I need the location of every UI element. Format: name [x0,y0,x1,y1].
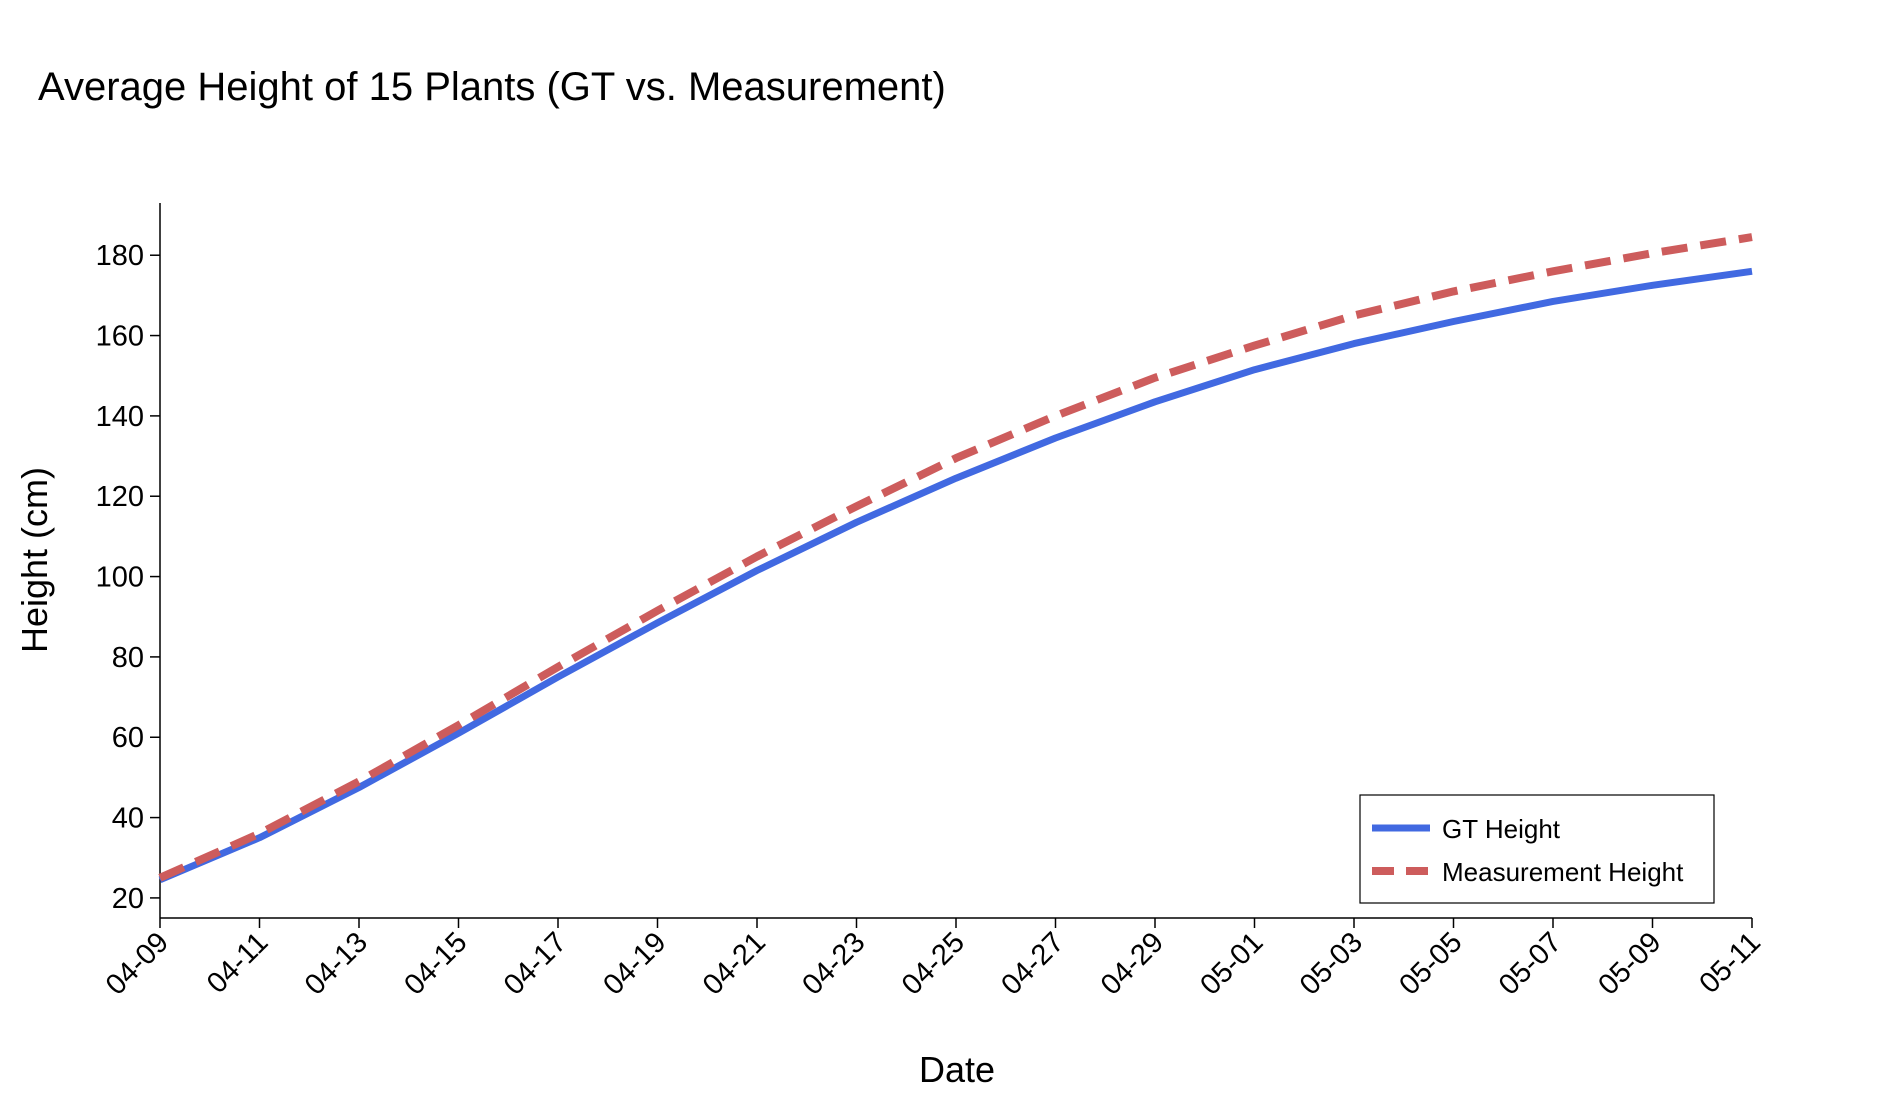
data-point [457,731,461,735]
x-tick-label: 04-27 [995,926,1070,1001]
legend-label: GT Height [1442,814,1561,844]
x-tick-label: 04-15 [398,926,473,1001]
data-point [1054,414,1058,418]
x-tick-label: 05-11 [1693,926,1767,1000]
y-tick-label: 160 [96,321,144,353]
data-point [1352,313,1356,317]
data-point [556,665,560,669]
data-point [1054,436,1058,440]
data-point [954,476,958,480]
data-point [656,609,660,613]
y-tick-label: 180 [96,240,144,272]
data-point [1352,342,1356,346]
y-tick-label: 100 [96,562,144,594]
chart-title: Average Height of 15 Plants (GT vs. Meas… [38,65,946,109]
data-point [1651,283,1655,287]
y-tick-label: 140 [96,401,144,433]
data-point [1750,269,1754,273]
x-tick-label: 05-01 [1194,926,1269,1001]
x-tick-label: 04-17 [498,926,573,1001]
y-tick-label: 40 [112,803,144,835]
data-point [1153,400,1157,404]
data-point [457,723,461,727]
x-tick-label: 05-07 [1493,926,1568,1001]
data-point [556,675,560,679]
x-tick-label: 05-09 [1592,926,1667,1001]
data-point [258,836,262,840]
series-layer [158,235,1754,882]
data-point [656,621,660,625]
x-tick-label: 04-11 [201,926,275,1000]
legend-label: Measurement Height [1442,857,1684,887]
y-tick-label: 80 [112,642,144,674]
data-point [1253,344,1257,348]
x-tick-label: 04-25 [896,926,971,1001]
y-tick-label: 20 [112,883,144,915]
x-tick-label: 04-09 [100,926,175,1001]
x-tick-label: 04-23 [796,926,871,1001]
data-point [1452,319,1456,323]
data-point [1153,376,1157,380]
series-line-measurement-height [160,237,1752,878]
data-point [755,554,759,558]
data-point [1551,269,1555,273]
x-tick-label: 04-29 [1095,926,1170,1001]
y-tick-label: 120 [96,481,144,513]
data-point [158,876,162,880]
data-point [1551,299,1555,303]
data-point [855,504,859,508]
data-point [1651,251,1655,255]
x-tick-label: 04-21 [697,926,772,1001]
data-point [258,832,262,836]
data-point [1750,235,1754,239]
x-axis-label: Date [919,1049,995,1090]
y-tick-label: 60 [112,722,144,754]
y-axis-label: Height (cm) [14,467,55,653]
x-tick-label: 04-13 [299,926,374,1001]
x-tick-label: 05-05 [1393,926,1468,1001]
data-point [855,520,859,524]
data-point [954,456,958,460]
data-point [357,779,361,783]
data-point [755,569,759,573]
x-tick-label: 04-19 [597,926,672,1001]
x-tick-label: 05-03 [1294,926,1369,1001]
data-point [1253,368,1257,372]
series-line-gt-height [160,271,1752,880]
legend: GT Height Measurement Height [1360,795,1714,903]
data-point [1452,289,1456,293]
